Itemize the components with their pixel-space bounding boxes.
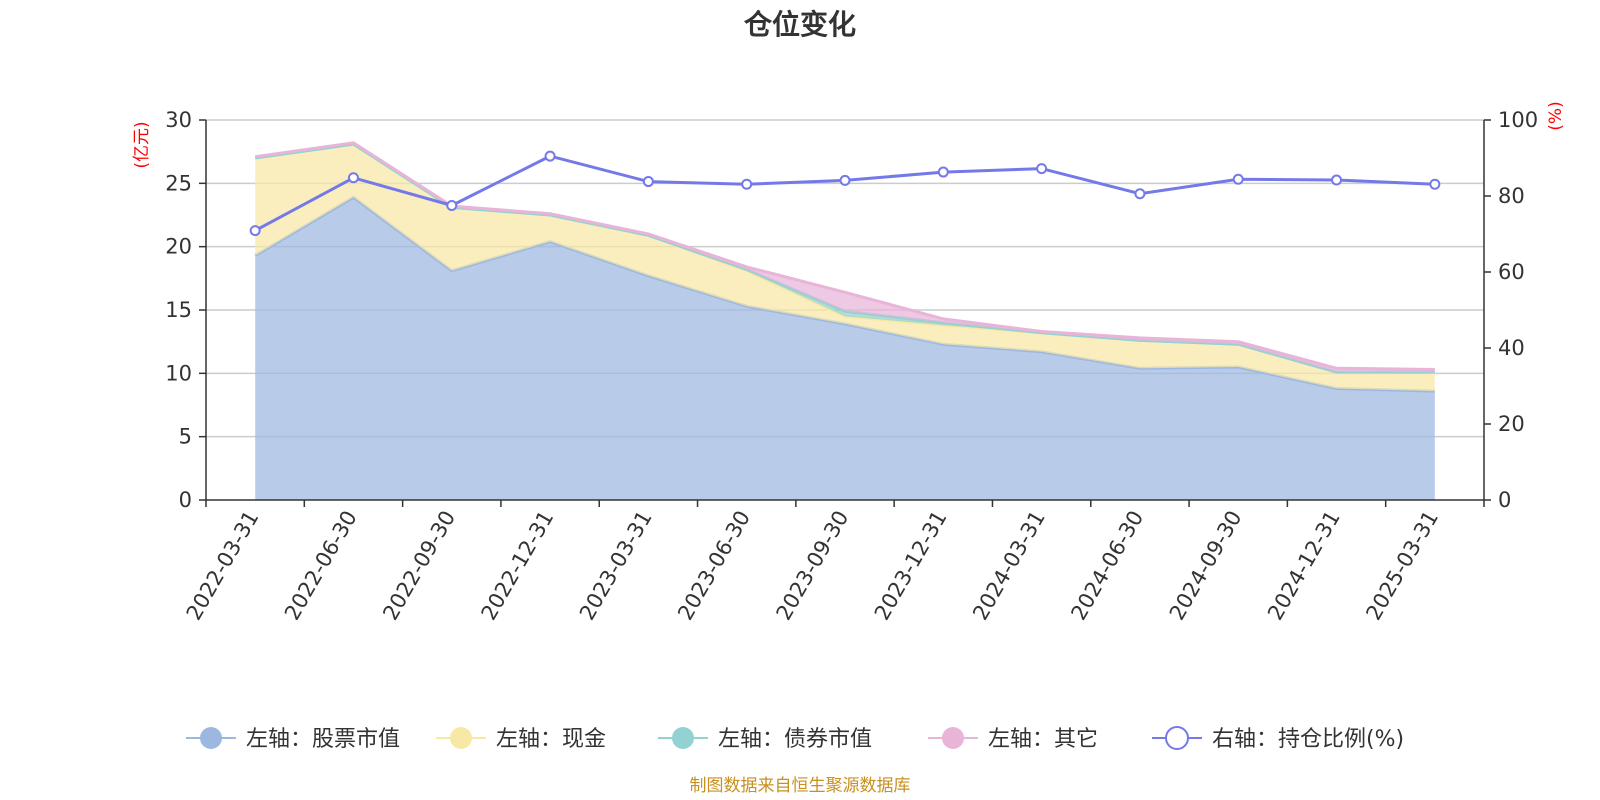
x-tick-label: 2023-06-30 [673, 507, 755, 625]
chart-title: 仓位变化 [744, 8, 856, 41]
legend-item[interactable]: 左轴：其它 [928, 727, 1098, 752]
left-tick-label: 30 [165, 108, 192, 132]
area-series [254, 141, 1435, 501]
legend-marker [942, 727, 964, 749]
x-tick-label: 2022-06-30 [280, 507, 362, 625]
ratio-point [1232, 173, 1244, 185]
x-tick-label: 2024-12-31 [1263, 507, 1345, 625]
x-tick-label: 2024-09-30 [1165, 507, 1247, 625]
ratio-point [1429, 178, 1441, 190]
right-tick-label: 40 [1498, 336, 1525, 360]
right-tick-label: 100 [1498, 108, 1538, 132]
x-tick-label: 2022-12-31 [477, 507, 559, 625]
legend-label: 左轴：现金 [496, 727, 606, 752]
x-tick-label: 2022-09-30 [378, 507, 460, 625]
x-tick-label: 2022-03-31 [182, 507, 264, 625]
ratio-point [1134, 188, 1146, 200]
data-source-note: 制图数据来自恒生聚源数据库 [690, 776, 911, 796]
x-tick-label: 2024-06-30 [1066, 507, 1148, 625]
x-tick-label: 2023-12-31 [870, 506, 952, 624]
ratio-point [249, 225, 261, 237]
ratio-point [544, 150, 556, 162]
ratio-point [446, 200, 458, 211]
legend-label: 左轴：股票市值 [246, 727, 400, 752]
left-tick-label: 20 [165, 235, 192, 259]
area-左轴：股票市值 [255, 197, 1435, 501]
area-左轴：现金 [255, 144, 1435, 392]
legend-marker [450, 727, 472, 749]
ratio-point [642, 176, 654, 188]
ratio-point [741, 178, 753, 190]
legend-marker [672, 727, 694, 749]
legend-item[interactable]: 左轴：现金 [436, 727, 606, 752]
legend-label: 左轴：其它 [988, 727, 1098, 752]
legend-item[interactable]: 左轴：债券市值 [658, 727, 872, 752]
legend-item[interactable]: 左轴：股票市值 [186, 727, 400, 752]
x-tick-label: 2024-03-31 [968, 507, 1050, 625]
ratio-point [937, 166, 949, 178]
left-tick-label: 0 [179, 488, 192, 512]
legend-label: 右轴：持仓比例(%) [1212, 727, 1404, 752]
left-tick-label: 5 [179, 425, 192, 449]
right-tick-label: 0 [1498, 488, 1511, 512]
left-axis-unit: (亿元) [132, 121, 152, 168]
legend: 左轴：股票市值 左轴：现金 左轴：债券市值 左轴：其它 右轴：持仓比例(%) [186, 726, 1404, 752]
ratio-point [1331, 174, 1343, 186]
legend-item[interactable]: 右轴：持仓比例(%) [1152, 726, 1404, 752]
x-tick-label: 2023-09-30 [772, 507, 854, 625]
legend-marker [1165, 726, 1189, 750]
right-tick-label: 20 [1498, 412, 1525, 436]
left-tick-label: 10 [165, 361, 192, 385]
left-tick-label: 15 [165, 298, 192, 322]
left-tick-label: 25 [165, 171, 192, 195]
right-tick-label: 80 [1498, 184, 1525, 208]
ratio-point [1036, 163, 1048, 175]
legend-marker [200, 727, 222, 749]
x-tick-label: 2025-03-31 [1361, 507, 1443, 625]
ratio-point [839, 174, 851, 186]
ratio-point [347, 172, 359, 184]
legend-label: 左轴：债券市值 [718, 727, 872, 752]
right-axis-unit: (%) [1546, 101, 1566, 130]
ratio-line-series [249, 150, 1441, 237]
x-tick-label: 2023-03-31 [575, 507, 657, 625]
right-tick-label: 60 [1498, 260, 1525, 284]
